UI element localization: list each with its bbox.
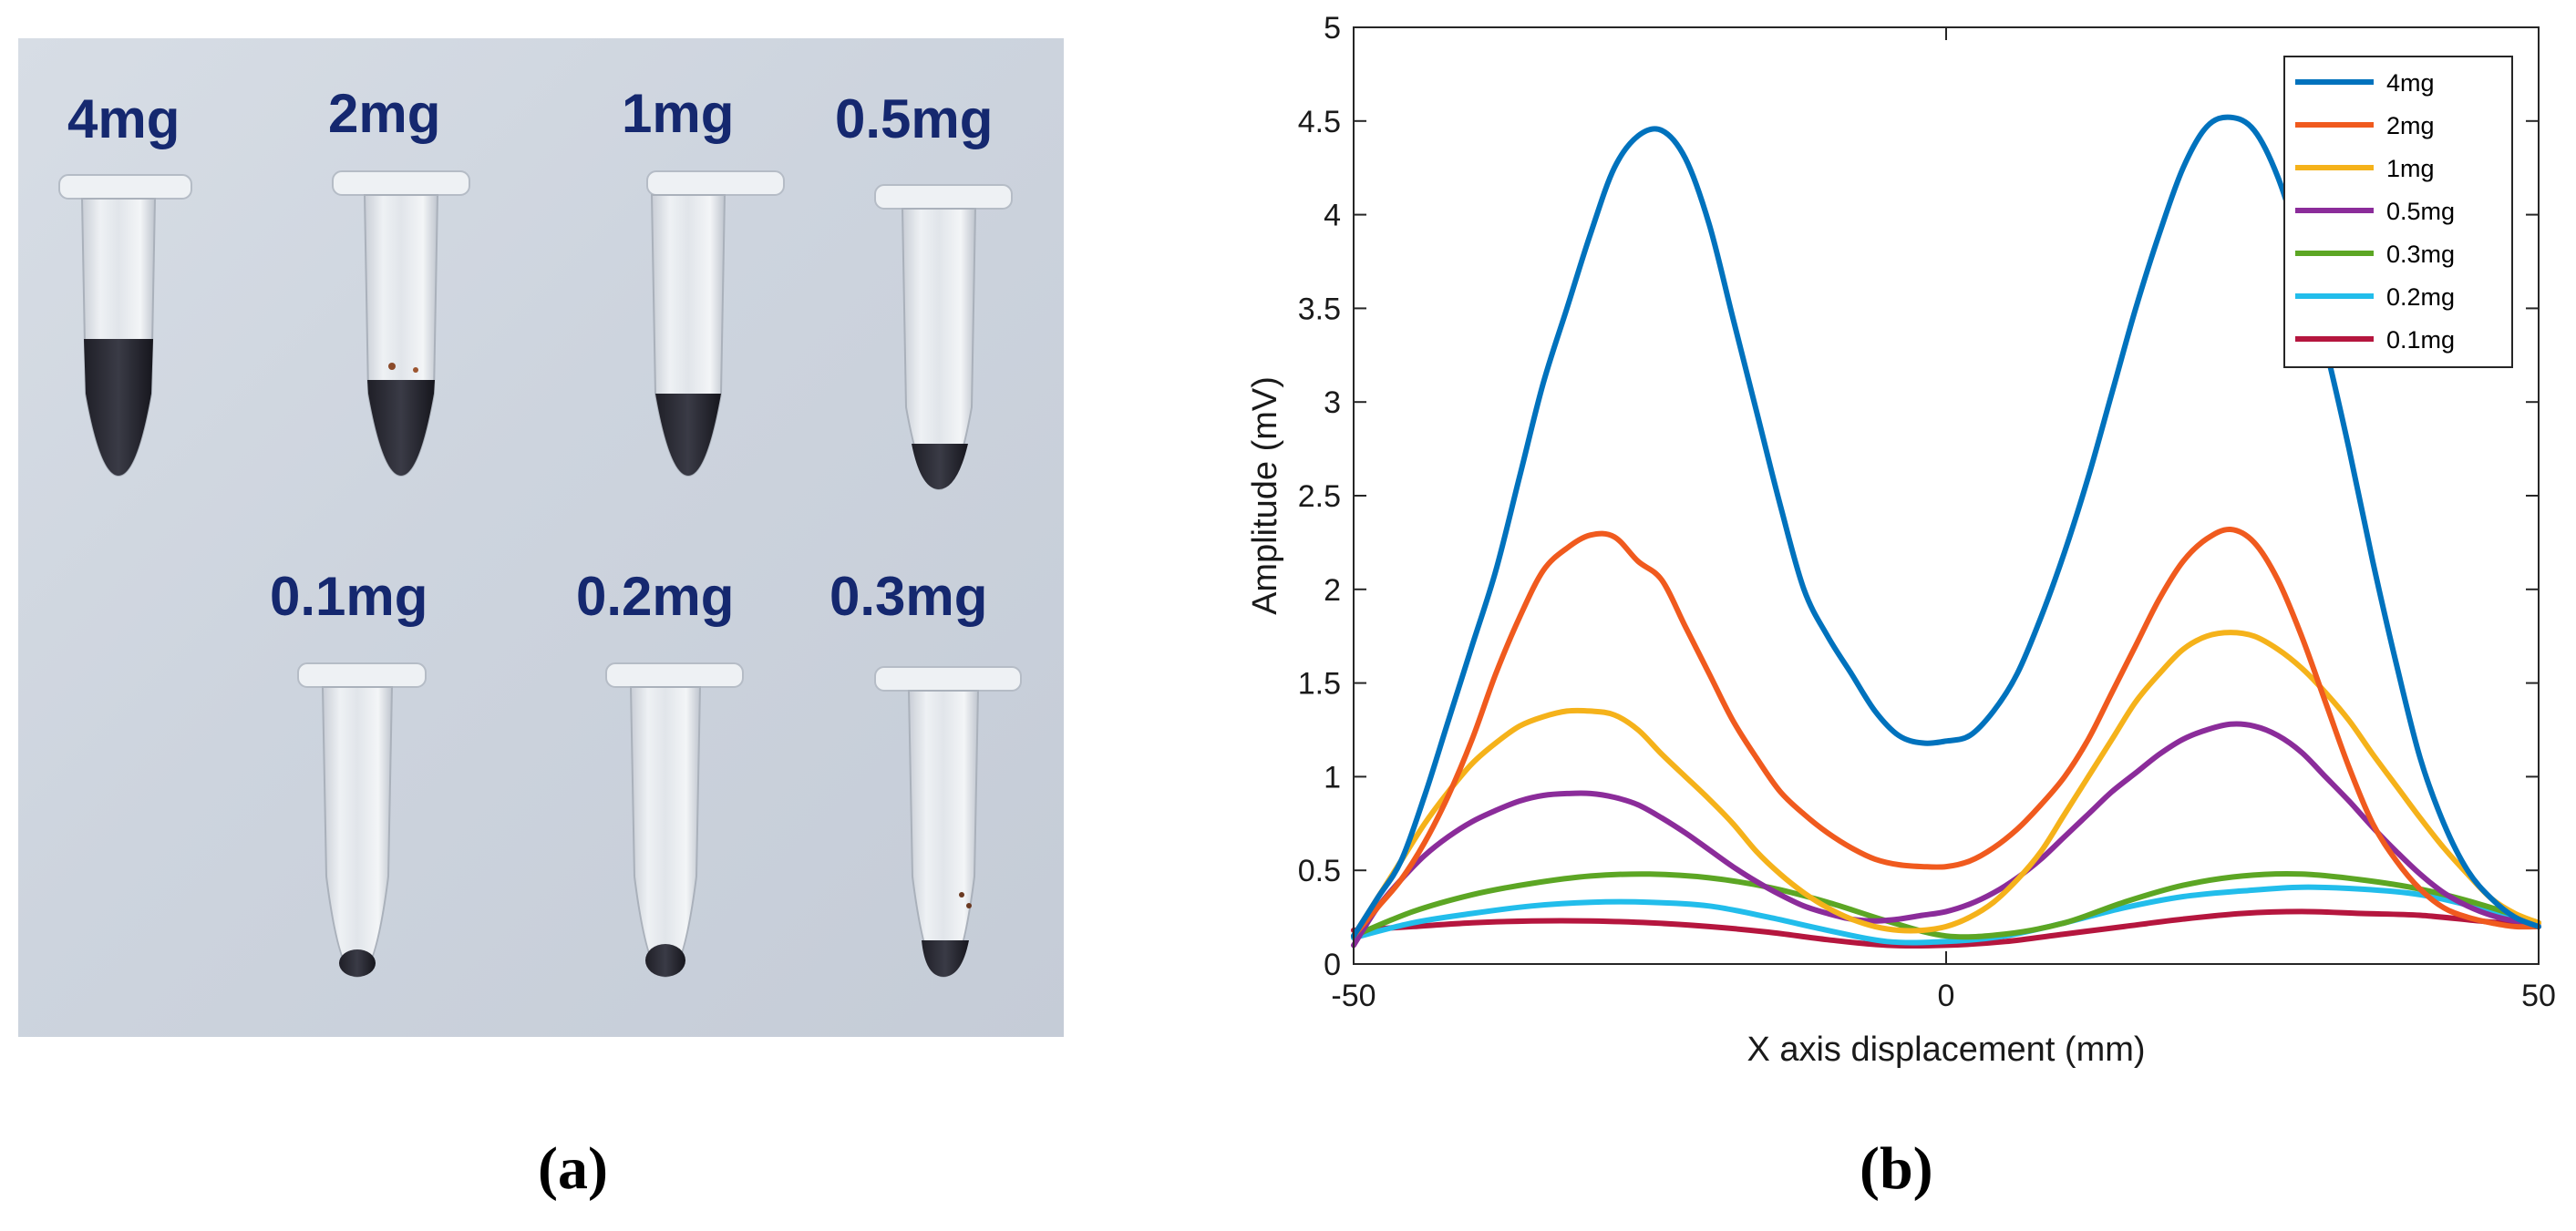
tube-4mg (58, 174, 192, 477)
y-tick-label: 3.5 (1298, 292, 1341, 326)
x-axis-title: X axis displacement (mm) (1747, 1031, 2145, 1069)
x-tick-label: 0 (1938, 979, 1955, 1013)
y-tick-label: 5 (1324, 11, 1341, 46)
tube-0-3mg (874, 666, 1022, 979)
legend-label: 2mg (2386, 112, 2435, 139)
y-tick-label: 3 (1324, 385, 1341, 420)
y-tick-label: 4.5 (1298, 105, 1341, 139)
series-line-0-1mg (1351, 908, 2541, 949)
y-tick-label: 2 (1324, 573, 1341, 608)
series-line-0-2mg (1351, 884, 2541, 946)
series-line-0-5mg (1351, 721, 2541, 949)
legend: 4mg 2mg 1mg 0.5mg 0.3mg 0.2mg 0.1mg (2283, 56, 2513, 368)
tube-label-1mg: 1mg (622, 83, 735, 144)
x-tick-label: -50 (1331, 979, 1376, 1013)
series-line-2mg (1351, 526, 2541, 939)
tubes-illustration (58, 170, 1022, 979)
y-tick-label: 0.5 (1298, 854, 1341, 888)
tube-label-0-2mg: 0.2mg (576, 566, 735, 627)
y-tick-label: 4 (1324, 199, 1341, 233)
y-tick-label: 1 (1324, 760, 1341, 795)
tube-label-2mg: 2mg (328, 83, 441, 144)
tube-photo: 4mg 2mg 1mg 0.5mg 0.1mg 0.2mg 0.3mg (18, 38, 1064, 1037)
tube-label-0-1mg: 0.1mg (270, 566, 428, 627)
tube-label-0-5mg: 0.5mg (835, 88, 994, 149)
y-tick-label: 1.5 (1298, 667, 1341, 702)
legend-label: 0.1mg (2386, 326, 2455, 354)
legend-label: 4mg (2386, 69, 2435, 97)
tube-0-5mg (874, 184, 1013, 491)
y-axis-title: Amplitude (mV) (1246, 376, 1284, 615)
series-line-0-3mg (1351, 871, 2541, 940)
tube-label-0-3mg: 0.3mg (829, 566, 988, 627)
tube-2mg (332, 170, 470, 477)
series-line-4mg (1351, 114, 2541, 939)
caption-a: (a) (538, 1135, 608, 1202)
legend-label: 0.5mg (2386, 198, 2455, 225)
y-tick-label: 2.5 (1298, 479, 1341, 514)
tube-0-1mg (297, 662, 427, 979)
legend-label: 1mg (2386, 155, 2435, 182)
legend-label: 0.2mg (2386, 283, 2455, 311)
legend-label: 0.3mg (2386, 241, 2455, 268)
series-line-1mg (1351, 630, 2541, 939)
tube-0-2mg (605, 662, 744, 979)
tube-1mg (646, 170, 785, 477)
y-tick-label: 0 (1324, 948, 1341, 982)
x-tick-label: 50 (2521, 979, 2556, 1013)
amplitude-chart: 00.511.522.533.544.55-50 0 50 X axis displ… (1246, 11, 2556, 1069)
caption-b: (b) (1860, 1135, 1933, 1202)
tube-label-4mg: 4mg (67, 88, 180, 149)
